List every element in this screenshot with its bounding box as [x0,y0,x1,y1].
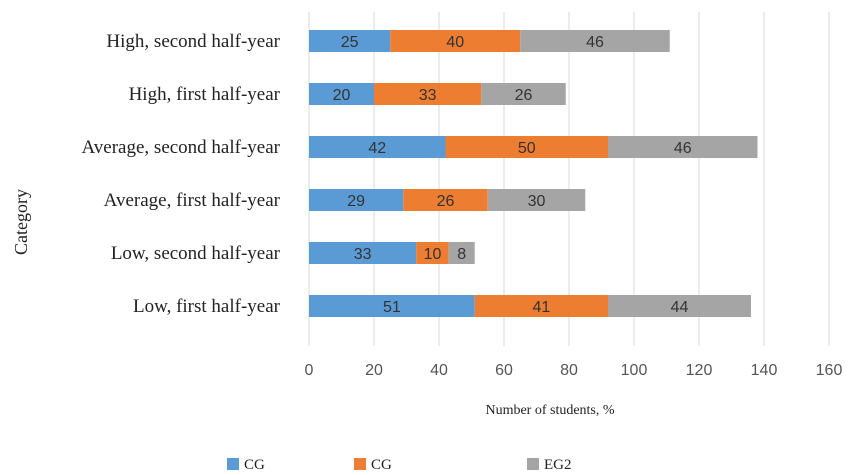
bar [374,83,482,105]
data-label: 26 [437,193,455,210]
data-label: 51 [383,299,401,316]
data-label: 50 [518,140,536,157]
data-label: 10 [424,246,442,263]
bar [448,242,475,264]
legend-swatch [527,458,539,470]
category-label: Low, first half-year [133,296,281,317]
y-axis-title: Category [11,189,31,255]
legend-label: CG [371,457,392,473]
legend-label: EG2 [544,457,572,473]
data-label: 40 [446,34,464,51]
category-label: Average, first half-year [104,190,281,211]
data-label: 41 [532,299,550,316]
bar [309,189,404,211]
bar [487,189,586,211]
bar [309,30,391,52]
data-label: 33 [354,246,372,263]
legend-swatch [354,458,366,470]
data-label: 44 [671,299,689,316]
bar [309,83,374,105]
bar [474,295,608,317]
data-label: 46 [674,140,692,157]
bar [608,295,751,317]
data-label: 46 [586,34,604,51]
category-labels: High, second half-year High, first half-y… [81,31,280,317]
x-tick-label: 80 [560,362,578,379]
data-label: 26 [515,87,533,104]
category-label: High, first half-year [129,84,281,105]
x-tick-labels: 0 20 40 60 80 100 120 140 160 [305,362,843,379]
data-label: 29 [347,193,365,210]
category-label: Average, second half-year [81,137,280,158]
bar [309,136,446,158]
legend-swatch [227,458,239,470]
category-label: High, second half-year [106,31,280,52]
data-label: 25 [341,34,359,51]
bar [309,295,475,317]
data-label: 30 [528,193,546,210]
bar [416,242,449,264]
x-tick-label: 60 [495,362,513,379]
category-label: Low, second half-year [111,243,281,264]
x-axis-title: Number of students, % [485,403,614,418]
x-tick-label: 40 [430,362,448,379]
bar [608,136,758,158]
legend: CG CG EG2 [227,457,572,473]
data-label: 42 [368,140,386,157]
bar [390,30,521,52]
x-tick-label: 20 [365,362,383,379]
x-tick-label: 140 [751,362,778,379]
bar [445,136,608,158]
x-tick-label: 120 [686,362,713,379]
x-tick-label: 100 [621,362,648,379]
data-label: 20 [333,87,351,104]
data-label: 33 [419,87,437,104]
bar [520,30,670,52]
data-label: 8 [457,246,466,263]
bar [403,189,488,211]
x-tick-label: 160 [816,362,843,379]
bar [481,83,566,105]
bars: 25 40 46 20 33 26 42 50 46 29 26 30 33 10 8 51 41 44 [309,30,758,317]
legend-label: CG [244,457,265,473]
bar [309,242,417,264]
x-tick-label: 0 [305,362,314,379]
gridlines [308,12,830,346]
